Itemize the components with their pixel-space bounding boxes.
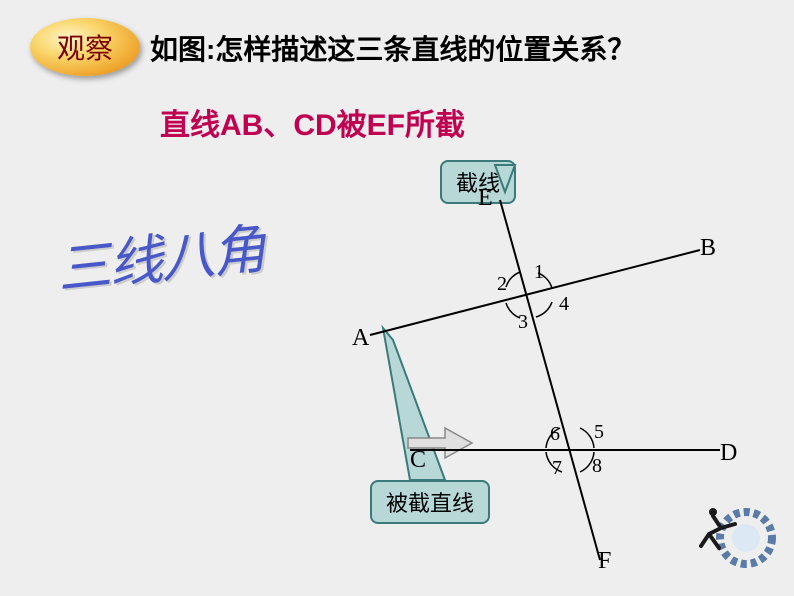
angle-4: 4 bbox=[559, 293, 569, 315]
point-labels: A B C D E F bbox=[352, 185, 737, 574]
label-b: B bbox=[700, 235, 716, 261]
line-ef bbox=[500, 200, 600, 560]
angle-5: 5 bbox=[594, 421, 604, 443]
label-c: C bbox=[410, 447, 426, 473]
label-a: A bbox=[352, 325, 370, 351]
geometry-diagram: A B C D E F 1 2 3 4 5 6 7 8 bbox=[280, 160, 760, 580]
label-d: D bbox=[720, 440, 737, 466]
angle-6: 6 bbox=[550, 423, 560, 445]
angle-3: 3 bbox=[518, 311, 528, 333]
gear-runner-icon bbox=[691, 498, 776, 568]
badge-text: 观察 bbox=[57, 27, 113, 67]
red-title: 直线AB、CD被EF所截 bbox=[160, 100, 465, 144]
label-e: E bbox=[478, 185, 493, 211]
angle-labels: 1 2 3 4 5 6 7 8 bbox=[497, 261, 604, 479]
wordart-text: 三线八角 bbox=[52, 204, 267, 304]
observe-badge: 观察 bbox=[30, 18, 140, 76]
angle-7: 7 bbox=[552, 457, 562, 479]
angle-2: 2 bbox=[497, 273, 507, 295]
angle-1: 1 bbox=[534, 261, 544, 283]
angle-8: 8 bbox=[592, 455, 602, 477]
label-f: F bbox=[598, 548, 611, 574]
callout-jiexian-pointer bbox=[495, 165, 515, 192]
question-text: 如图:怎样描述这三条直线的位置关系？ bbox=[150, 28, 635, 68]
